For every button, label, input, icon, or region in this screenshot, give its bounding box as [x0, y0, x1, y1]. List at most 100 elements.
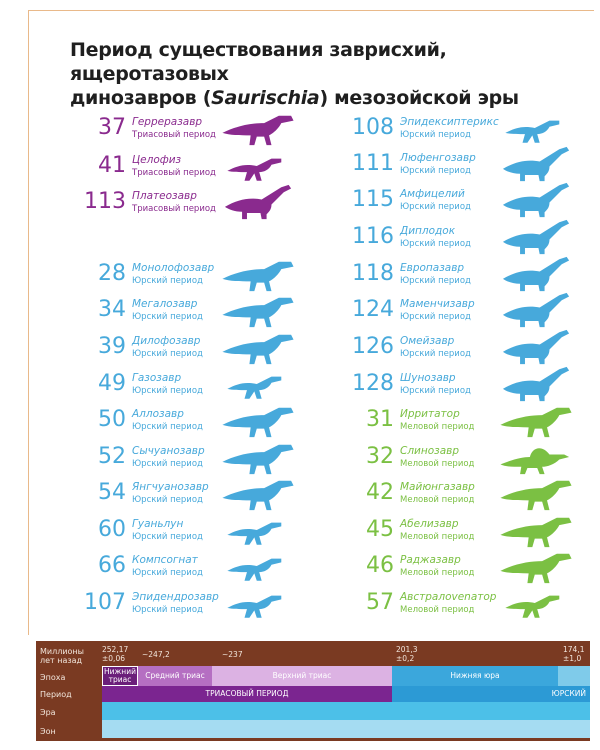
dinosaur-period: Юрский период [400, 386, 471, 396]
title-latin: Saurischia [211, 87, 320, 109]
compsognathus-icon [227, 558, 282, 581]
dinosaur-entry: 108 Эпидексиптерикс Юрский период [348, 112, 598, 148]
dinosaur-period: Меловой период [400, 605, 475, 615]
dinosaur-name: Майюнгазавр [400, 481, 475, 493]
page-number: 52 [98, 444, 126, 469]
dinosaur-period: Юрский период [400, 239, 471, 249]
dinosaur-period: Триасовый период [132, 130, 216, 140]
gasosaurus-icon [227, 376, 282, 399]
page-number: 118 [352, 261, 394, 286]
abelisaurus-icon [500, 517, 572, 548]
period-jurassic: ЮРСКИЙ [392, 686, 590, 702]
page-number: 128 [352, 371, 394, 396]
page-number: 28 [98, 261, 126, 286]
allosaurus-icon [222, 407, 294, 438]
dinosaur-entry: 124 Маменчизавр Юрский период [348, 292, 598, 330]
dinosaur-name: Маменчизавр [400, 298, 475, 310]
dinosaur-period: Юрский период [132, 422, 203, 432]
mya-252: 252,17 ±0,06 [102, 645, 128, 663]
dinosaur-name: Сычуанозавр [132, 445, 205, 457]
dinosaur-name: Герреразавр [132, 116, 203, 128]
mya-174-error: ±1,0 [563, 653, 582, 663]
dinosaur-entry: 49 Газозавр Юрский период [80, 368, 330, 404]
dinosaur-name: Аллозавр [132, 408, 184, 420]
dinosaur-entry: 37 Герреразавр Триасовый период [80, 112, 330, 148]
page-number: 41 [98, 153, 126, 178]
page-number: 108 [352, 115, 394, 140]
dinosaur-entry: 46 Раджазавр Меловой период [348, 550, 598, 586]
dinosaur-name: Европазавр [400, 262, 465, 274]
eon-phanerozoic [102, 720, 590, 738]
period-triassic: ТРИАСОВЫЙ ПЕРИОД [102, 686, 392, 702]
dinosaur-entry: 126 Омейзавр Юрский период [348, 329, 598, 367]
herrerasaurus-icon [222, 115, 294, 146]
dinosaur-period: Юрский период [400, 349, 471, 359]
page-number: 111 [352, 151, 394, 176]
dinosaur-period: Юрский период [132, 495, 203, 505]
title-suffix: ) мезозойской эры [319, 87, 519, 109]
dinosaur-period: Меловой период [400, 568, 475, 578]
irritator-icon [500, 407, 572, 438]
megalosaurus-icon [222, 297, 294, 328]
guanlong-icon [227, 522, 282, 545]
mya-174-value: 174,1 [563, 645, 585, 654]
page-number: 60 [98, 517, 126, 542]
dinosaur-period: Меловой период [400, 495, 475, 505]
dinosaur-name: Платеозавр [132, 190, 197, 202]
dinosaur-name: Омейзавр [400, 335, 455, 347]
page-number: 50 [98, 407, 126, 432]
monolophosaurus-icon [222, 261, 294, 292]
dinosaur-name: Люфенгозавр [400, 152, 476, 164]
dilophosaurus-icon [222, 334, 294, 365]
dinosaur-entry: 52 Сычуанозавр Юрский период [80, 441, 330, 477]
page-number: 126 [352, 334, 394, 359]
dinosaur-period: Юрский период [400, 130, 471, 140]
mya-174: 174,1 ±1,0 [563, 645, 585, 663]
dinosaur-entry: 54 Янгчуанозавр Юрский период [80, 477, 330, 513]
dinosaur-period: Юрский период [132, 605, 203, 615]
coelophysis-icon [227, 158, 282, 181]
dinosaur-entry: 111 Люфенгозавр Юрский период [348, 146, 598, 184]
dinosaur-name: Слинозавр [400, 445, 460, 457]
dinosaur-period: Юрский период [400, 312, 471, 322]
dinosaur-period: Юрский период [132, 386, 203, 396]
dinosaur-name: Эпидендрозавр [132, 591, 219, 603]
dinosaur-entry: 39 Дилофозавр Юрский период [80, 331, 330, 367]
page-number: 42 [366, 480, 394, 505]
dinosaur-name: Амфицелий [400, 188, 465, 200]
dinosaur-period: Юрский период [132, 276, 203, 286]
dinosaur-name: Гуаньлун [132, 518, 184, 530]
page-number: 37 [98, 115, 126, 140]
amphicoelias-icon [502, 182, 570, 218]
page-number: 32 [366, 444, 394, 469]
mya-247: ~247,2 [142, 650, 170, 659]
plateosaurus-icon [224, 184, 292, 220]
dinosaur-name: Диплодок [400, 225, 456, 237]
page-number: 54 [98, 480, 126, 505]
page-number: 115 [352, 187, 394, 212]
page-number: 107 [84, 590, 126, 615]
epidendrosaurus-icon [227, 595, 282, 618]
epidexipteryx-icon [505, 120, 560, 143]
dinosaur-entry: 128 Шунозавр Юрский период [348, 366, 598, 404]
mya-201-value: 201,3 [396, 645, 418, 654]
mya-237: ~237 [222, 650, 243, 659]
dinosaur-name: Абелизавр [400, 518, 459, 530]
title-line-2: динозавров (Saurischia) мезозойской эры [70, 86, 590, 110]
dinosaur-entry: 50 Аллозавр Юрский период [80, 404, 330, 440]
diplodocus-icon [502, 219, 570, 255]
dinosaur-period: Юрский период [132, 568, 203, 578]
page-number: 45 [366, 517, 394, 542]
lufengosaurus-icon [502, 146, 570, 182]
page-frame [28, 10, 594, 635]
row-label-mya: Миллионы лет назад [40, 647, 84, 665]
australovenator-icon [505, 595, 560, 618]
page-number: 113 [84, 189, 126, 214]
dinosaur-entry: 34 Мегалозавр Юрский период [80, 294, 330, 330]
geologic-timeline: Миллионы лет назад Эпоха Период Эра Эон … [36, 641, 590, 741]
page-number: 57 [366, 590, 394, 615]
dinosaur-period: Юрский период [400, 202, 471, 212]
page-number: 66 [98, 553, 126, 578]
page-number: 124 [352, 297, 394, 322]
dinosaur-name: Компсогнат [132, 554, 198, 566]
